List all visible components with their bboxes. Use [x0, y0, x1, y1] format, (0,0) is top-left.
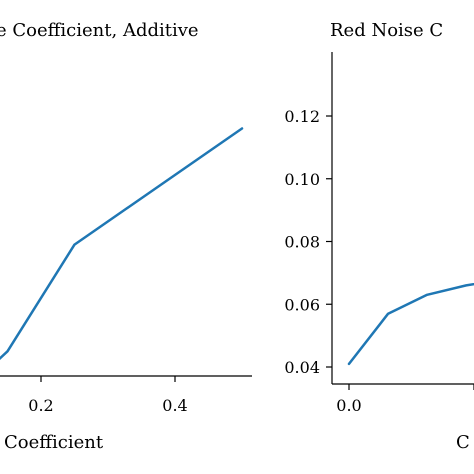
left-x-tick-label: 0.2: [28, 396, 53, 415]
right-x-ticks: 0.00: [336, 384, 474, 415]
left-x-tick-label: 0.4: [162, 396, 187, 415]
right-x-tick-label: 0.0: [336, 396, 361, 415]
right-y-tick-label: 0.04: [284, 358, 320, 377]
left-panel: e Coefficient, Additive 0.2 0.4 Coefficie…: [0, 20, 252, 453]
right-y-tick-label: 0.06: [284, 295, 320, 314]
left-series-line: [0, 127, 244, 361]
left-x-axis-title: Coefficient: [4, 432, 104, 453]
right-series-line: [347, 282, 474, 366]
right-panel-title: Red Noise C: [330, 20, 443, 41]
left-panel-title: e Coefficient, Additive: [0, 20, 199, 41]
right-x-axis-title: C: [456, 432, 470, 453]
left-x-ticks: 0.2 0.4: [28, 376, 188, 415]
right-y-ticks: 0.04 0.06 0.08 0.10 0.12: [284, 107, 332, 377]
right-y-tick-label: 0.08: [284, 233, 320, 252]
right-y-tick-label: 0.12: [284, 107, 320, 126]
right-y-tick-label: 0.10: [284, 170, 320, 189]
right-panel: Red Noise C 0.04 0.06 0.08 0.10 0.12 0.00 C: [284, 20, 474, 453]
